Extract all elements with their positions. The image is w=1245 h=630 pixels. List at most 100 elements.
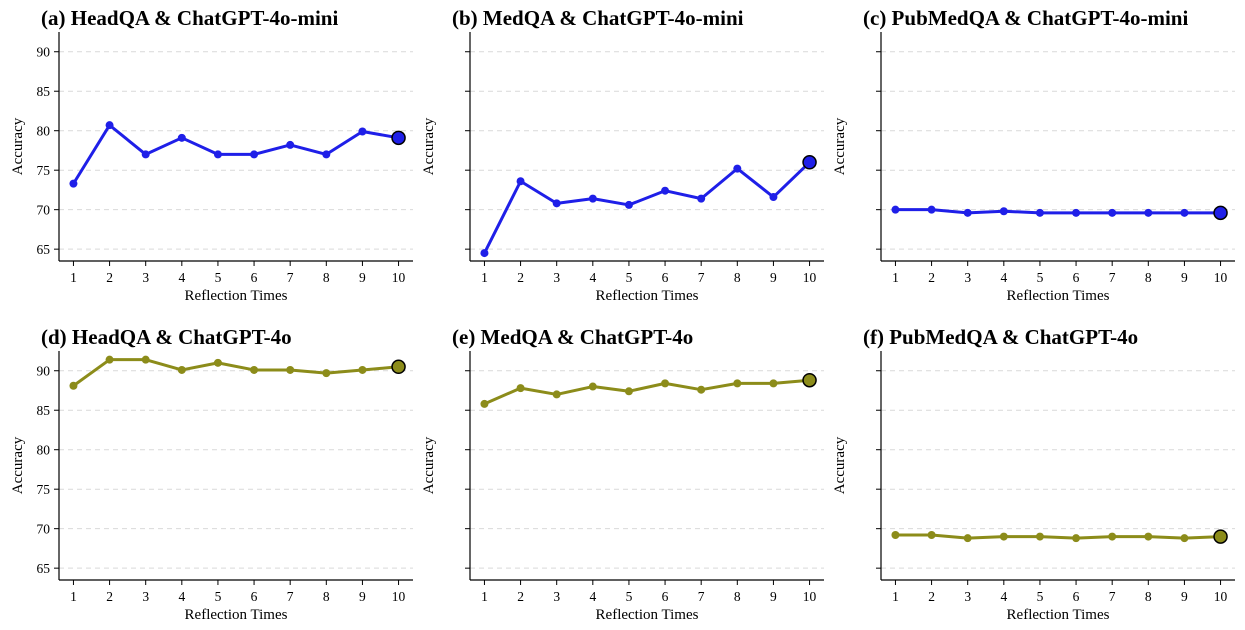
x-tick-label: 7 — [287, 589, 294, 604]
plot-area: 1 2 3 4 5 6 7 8 9 10 Reflection Times Accuracy — [832, 351, 1235, 623]
y-tick-label: 65 — [37, 561, 51, 576]
data-point — [105, 355, 114, 364]
x-tick-label: 4 — [589, 270, 596, 285]
series-line — [71, 123, 401, 186]
x-tick-label: 5 — [1037, 589, 1044, 604]
series-line — [71, 358, 401, 388]
data-point — [552, 390, 561, 399]
x-tick-label: 9 — [770, 589, 777, 604]
data-point — [1035, 208, 1044, 217]
x-tick-label: 1 — [481, 589, 488, 604]
data-point — [105, 121, 114, 130]
data-point — [769, 379, 778, 388]
panel-title: (e) MedQA & ChatGPT-4o — [452, 325, 693, 349]
x-tick-label: 3 — [964, 270, 971, 285]
y-axis-label: Accuracy — [832, 436, 848, 494]
series-line — [482, 378, 812, 406]
data-point — [1108, 208, 1117, 217]
panel-title: (f) PubMedQA & ChatGPT-4o — [863, 325, 1138, 349]
x-tick-label: 2 — [106, 270, 113, 285]
data-point — [1072, 534, 1081, 543]
data-point — [1144, 208, 1153, 217]
x-tick-label: 6 — [1073, 589, 1080, 604]
x-tick-label: 7 — [698, 589, 705, 604]
data-point — [141, 150, 150, 159]
panel-c: (c) PubMedQA & ChatGPT-4o-mini 1 2 3 4 5 6 7 8 9… — [832, 6, 1235, 304]
x-tick-label: 8 — [1145, 589, 1152, 604]
y-tick-label: 75 — [37, 482, 51, 497]
x-axis-label: Reflection Times — [185, 607, 288, 623]
data-point — [69, 179, 78, 188]
y-axis-label: Accuracy — [10, 117, 26, 175]
x-tick-label: 8 — [1145, 270, 1152, 285]
data-point — [927, 205, 936, 214]
x-tick-label: 4 — [178, 270, 185, 285]
x-tick-label: 5 — [215, 270, 222, 285]
panel-title: (a) HeadQA & ChatGPT-4o-mini — [41, 6, 338, 30]
plot-area: 65 70 75 80 85 90 1 2 3 4 5 6 7 8 9 10 Reflection Times A… — [10, 32, 413, 304]
data-point — [697, 385, 706, 394]
y-axis-label: Accuracy — [421, 117, 437, 175]
x-axis-label: Reflection Times — [1007, 607, 1110, 623]
data-point — [1035, 532, 1044, 541]
data-point — [697, 194, 706, 203]
x-tick-label: 3 — [553, 270, 560, 285]
y-tick-label: 90 — [37, 45, 51, 60]
x-tick-label: 4 — [1000, 270, 1007, 285]
x-tick-label: 2 — [928, 589, 935, 604]
y-tick-label: 80 — [37, 124, 51, 139]
plot-area: 1 2 3 4 5 6 7 8 9 10 Reflection Times Accuracy — [832, 32, 1235, 304]
x-tick-label: 3 — [142, 270, 149, 285]
data-point — [213, 150, 222, 159]
data-point — [480, 249, 489, 258]
data-point — [1180, 534, 1189, 543]
data-point — [358, 365, 367, 374]
x-tick-label: 6 — [251, 589, 258, 604]
series-line — [482, 160, 812, 255]
data-point — [769, 193, 778, 202]
data-point — [1144, 532, 1153, 541]
y-tick-label: 70 — [37, 522, 51, 537]
data-point — [177, 365, 186, 374]
data-point — [927, 530, 936, 539]
data-point — [141, 355, 150, 364]
x-tick-label: 8 — [734, 589, 741, 604]
y-tick-label: 85 — [37, 84, 51, 99]
x-tick-label: 9 — [1181, 589, 1188, 604]
series-line — [893, 533, 1223, 540]
x-tick-label: 10 — [1214, 270, 1228, 285]
x-tick-label: 2 — [928, 270, 935, 285]
x-tick-label: 7 — [698, 270, 705, 285]
x-axis-label: Reflection Times — [596, 288, 699, 304]
final-data-point — [391, 130, 406, 146]
x-tick-label: 1 — [892, 589, 899, 604]
y-tick-label: 80 — [37, 443, 51, 458]
x-tick-label: 7 — [287, 270, 294, 285]
x-tick-label: 8 — [323, 270, 330, 285]
x-tick-label: 5 — [1037, 270, 1044, 285]
x-tick-label: 2 — [106, 589, 113, 604]
panel-title: (d) HeadQA & ChatGPT-4o — [41, 325, 292, 349]
x-tick-label: 8 — [323, 589, 330, 604]
series-line — [893, 208, 1223, 215]
x-tick-label: 4 — [178, 589, 185, 604]
x-tick-label: 2 — [517, 589, 524, 604]
panel-title: (c) PubMedQA & ChatGPT-4o-mini — [863, 6, 1188, 30]
data-point — [1180, 208, 1189, 217]
y-axis-label: Accuracy — [421, 436, 437, 494]
data-point — [963, 534, 972, 543]
data-point — [516, 384, 525, 393]
x-tick-label: 10 — [1214, 589, 1228, 604]
data-point — [250, 365, 259, 374]
x-tick-label: 5 — [215, 589, 222, 604]
panel-a: (a) HeadQA & ChatGPT-4o-mini 65707580859… — [10, 6, 413, 304]
x-tick-label: 7 — [1109, 589, 1116, 604]
x-tick-label: 1 — [70, 589, 77, 604]
data-point — [891, 530, 900, 539]
y-tick-label: 70 — [37, 203, 51, 218]
data-point — [963, 208, 972, 217]
plot-area: 65 70 75 80 85 90 1 2 3 4 5 6 7 8 9 10 Reflection Times A… — [10, 351, 413, 623]
x-tick-label: 5 — [626, 270, 633, 285]
data-point — [516, 177, 525, 186]
data-point — [552, 199, 561, 208]
